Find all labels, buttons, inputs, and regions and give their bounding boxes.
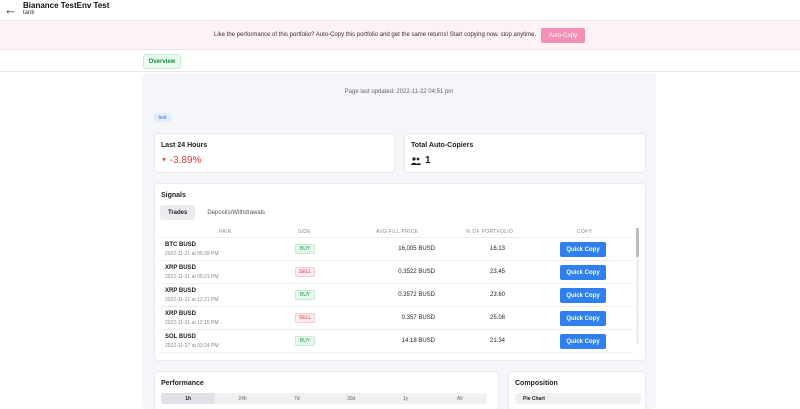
trade-date: 2022-11-21 at 05:21 PM bbox=[165, 274, 219, 280]
top-bar: ← Bianance TestEnv Test tank bbox=[0, 0, 800, 20]
pair: BTC BUSD bbox=[165, 242, 196, 248]
auto-copiers-card: Total Auto-Copiers 1 bbox=[404, 133, 646, 173]
side-badge: SELL bbox=[295, 313, 315, 323]
avg-fill-price: 0.357 BUSD bbox=[401, 315, 435, 321]
quick-copy-button[interactable]: Quick Copy bbox=[560, 265, 606, 280]
tab-deposits-withdrawals[interactable]: Deposits/Withdrawals bbox=[207, 209, 266, 216]
range-1y[interactable]: 1y bbox=[402, 395, 409, 402]
avg-fill-price: 0.3572 BUSD bbox=[398, 292, 435, 298]
table-header: PAIR SIDE AVG FILL PRICE % OF PORTFOLIO … bbox=[159, 228, 633, 238]
pct-portfolio: 16.13 bbox=[489, 246, 505, 252]
performance-card: Performance 1h 24h 7d 30d 1y All bbox=[154, 371, 499, 409]
quick-copy-button[interactable]: Quick Copy bbox=[560, 311, 606, 326]
pair: XRP BUSD bbox=[165, 288, 196, 294]
divider bbox=[0, 71, 800, 72]
avg-fill-price: 0.3522 BUSD bbox=[398, 269, 435, 275]
trade-date: 2022-11-21 at 05:39 PM bbox=[165, 251, 219, 257]
portfolio-title: Bianance TestEnv Test bbox=[23, 1, 110, 10]
side-badge: BUY bbox=[295, 290, 315, 300]
table-row: SOL BUSD 2022-11-17 at 03:24 PM BUY 14.1… bbox=[159, 330, 633, 353]
signals-card: Signals Trades Deposits/Withdrawals PAIR… bbox=[154, 183, 646, 361]
card-title: Performance bbox=[161, 380, 204, 387]
avg-fill-price: 16,005 BUSD bbox=[398, 246, 435, 252]
side-badge: SELL bbox=[295, 267, 315, 277]
pct-portfolio: 25.08 bbox=[489, 315, 505, 321]
tab-overview[interactable]: Overview bbox=[143, 54, 181, 69]
last-updated: Page last updated: 2022-11-22 04:51 pm bbox=[344, 89, 454, 95]
col-pct-portfolio: % OF PORTFOLIO bbox=[466, 229, 514, 235]
copiers-count: 1 bbox=[411, 155, 431, 166]
signals-tabs: Trades Deposits/Withdrawals bbox=[160, 205, 273, 220]
copiers-number: 1 bbox=[425, 155, 431, 166]
scrollbar-thumb[interactable] bbox=[636, 228, 639, 257]
pair: SOL BUSD bbox=[165, 334, 196, 340]
portfolio-tag: test bbox=[154, 113, 171, 122]
tab-trades[interactable]: Trades bbox=[160, 205, 196, 220]
card-title: Signals bbox=[161, 192, 186, 199]
card-title: Composition bbox=[515, 380, 558, 387]
main-panel: Page last updated: 2022-11-22 04:51 pm t… bbox=[142, 73, 656, 409]
card-title: Last 24 Hours bbox=[161, 142, 208, 149]
col-copy: COPY bbox=[577, 229, 593, 235]
side-badge: BUY bbox=[295, 244, 315, 254]
range-30d[interactable]: 30d bbox=[346, 395, 356, 402]
time-range-selector: 1h 24h 7d 30d 1y All bbox=[161, 393, 487, 404]
signals-scrollbar[interactable] bbox=[636, 228, 639, 344]
side-badge: BUY bbox=[295, 336, 315, 346]
quick-copy-button[interactable]: Quick Copy bbox=[560, 334, 606, 349]
quick-copy-button[interactable]: Quick Copy bbox=[560, 242, 606, 257]
col-avg-fill-price: AVG FILL PRICE bbox=[376, 229, 419, 235]
auto-copy-banner: Like the performance of this portfolio? … bbox=[0, 20, 800, 50]
range-1h[interactable]: 1h bbox=[161, 393, 216, 404]
composition-card: Composition Pie Chart bbox=[508, 371, 646, 409]
portfolio-owner: tank bbox=[23, 10, 35, 16]
pair: XRP BUSD bbox=[165, 311, 196, 317]
pct-portfolio: 23.45 bbox=[489, 269, 505, 275]
pie-chart-tab[interactable]: Pie Chart bbox=[515, 393, 641, 404]
trade-date: 2022-11-21 at 12:21 PM bbox=[165, 297, 219, 303]
table-row: XRP BUSD 2022-11-21 at 12:21 PM BUY 0.35… bbox=[159, 284, 633, 307]
caret-down-icon: ▼ bbox=[161, 157, 167, 164]
last-24-hours-card: Last 24 Hours ▼ -3.89% bbox=[154, 133, 395, 173]
banner-text: Like the performance of this portfolio? … bbox=[214, 32, 537, 38]
pie-chart-label: Pie Chart bbox=[523, 396, 545, 402]
quick-copy-button[interactable]: Quick Copy bbox=[560, 288, 606, 303]
card-title: Total Auto-Copiers bbox=[411, 142, 474, 149]
trade-date: 2022-11-17 at 03:24 PM bbox=[165, 343, 219, 349]
auto-copy-button[interactable]: Auto-Copy bbox=[541, 28, 585, 43]
table-row: XRP BUSD 2022-11-21 at 05:21 PM SELL 0.3… bbox=[159, 261, 633, 284]
trade-date: 2022-11-21 at 12:15 PM bbox=[165, 320, 219, 326]
avg-fill-price: 14.18 BUSD bbox=[401, 338, 435, 344]
change-value: ▼ -3.89% bbox=[161, 155, 201, 166]
range-all[interactable]: All bbox=[457, 395, 463, 402]
users-icon bbox=[411, 156, 421, 165]
col-side: SIDE bbox=[298, 229, 311, 235]
col-pair: PAIR bbox=[219, 229, 232, 235]
arrow-left-icon[interactable]: ← bbox=[4, 2, 17, 17]
range-24h[interactable]: 24h bbox=[238, 395, 247, 402]
pct-portfolio: 21.34 bbox=[489, 338, 505, 344]
range-7d[interactable]: 7d bbox=[294, 395, 300, 402]
table-row: BTC BUSD 2022-11-21 at 05:39 PM BUY 16,0… bbox=[159, 238, 633, 261]
pct-portfolio: 23.60 bbox=[489, 292, 505, 298]
table-row: XRP BUSD 2022-11-21 at 12:15 PM SELL 0.3… bbox=[159, 307, 633, 330]
pair: XRP BUSD bbox=[165, 265, 196, 271]
change-text: -3.89% bbox=[169, 155, 202, 166]
